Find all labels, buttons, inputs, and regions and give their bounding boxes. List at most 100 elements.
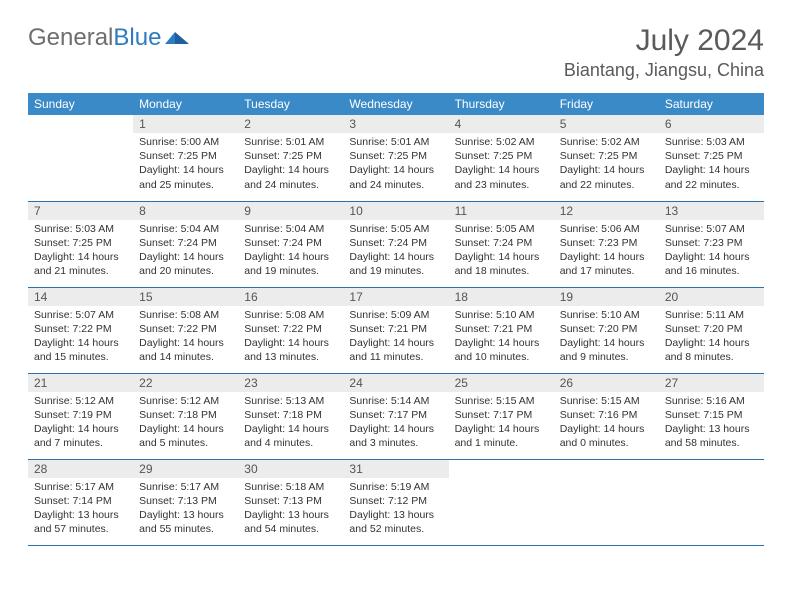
sunrise-line: Sunrise: 5:04 AM	[139, 222, 232, 236]
sunset-line: Sunset: 7:19 PM	[34, 408, 127, 422]
location: Biantang, Jiangsu, China	[564, 60, 764, 81]
daylight-line: Daylight: 14 hours and 16 minutes.	[665, 250, 758, 278]
sunrise-line: Sunrise: 5:05 AM	[455, 222, 548, 236]
calendar-row: 28Sunrise: 5:17 AMSunset: 7:14 PMDayligh…	[28, 459, 764, 545]
page-header: GeneralBlue July 2024 Biantang, Jiangsu,…	[28, 24, 764, 81]
day-details: Sunrise: 5:11 AMSunset: 7:20 PMDaylight:…	[659, 306, 764, 369]
daylight-line: Daylight: 14 hours and 24 minutes.	[244, 163, 337, 191]
sunset-line: Sunset: 7:25 PM	[455, 149, 548, 163]
day-details: Sunrise: 5:17 AMSunset: 7:14 PMDaylight:…	[28, 478, 133, 541]
sunrise-line: Sunrise: 5:17 AM	[34, 480, 127, 494]
day-number: 2	[238, 115, 343, 133]
weekday-header: Thursday	[449, 93, 554, 115]
sunset-line: Sunset: 7:23 PM	[665, 236, 758, 250]
sunset-line: Sunset: 7:15 PM	[665, 408, 758, 422]
sunset-line: Sunset: 7:24 PM	[349, 236, 442, 250]
month-title: July 2024	[564, 24, 764, 58]
sunrise-line: Sunrise: 5:01 AM	[244, 135, 337, 149]
calendar-cell-empty	[554, 459, 659, 545]
weekday-header: Saturday	[659, 93, 764, 115]
sunset-line: Sunset: 7:25 PM	[665, 149, 758, 163]
calendar-cell: 22Sunrise: 5:12 AMSunset: 7:18 PMDayligh…	[133, 373, 238, 459]
day-details: Sunrise: 5:04 AMSunset: 7:24 PMDaylight:…	[133, 220, 238, 283]
day-number: 20	[659, 288, 764, 306]
sunrise-line: Sunrise: 5:00 AM	[139, 135, 232, 149]
day-number: 17	[343, 288, 448, 306]
day-details: Sunrise: 5:02 AMSunset: 7:25 PMDaylight:…	[449, 133, 554, 196]
day-details: Sunrise: 5:16 AMSunset: 7:15 PMDaylight:…	[659, 392, 764, 455]
daylight-line: Daylight: 14 hours and 9 minutes.	[560, 336, 653, 364]
logo-mark-icon	[165, 26, 191, 51]
day-number: 30	[238, 460, 343, 478]
weekday-header: Monday	[133, 93, 238, 115]
sunset-line: Sunset: 7:13 PM	[139, 494, 232, 508]
daylight-line: Daylight: 13 hours and 54 minutes.	[244, 508, 337, 536]
calendar-cell: 5Sunrise: 5:02 AMSunset: 7:25 PMDaylight…	[554, 115, 659, 201]
daylight-line: Daylight: 14 hours and 22 minutes.	[665, 163, 758, 191]
day-details: Sunrise: 5:17 AMSunset: 7:13 PMDaylight:…	[133, 478, 238, 541]
calendar-head: SundayMondayTuesdayWednesdayThursdayFrid…	[28, 93, 764, 115]
calendar-cell: 15Sunrise: 5:08 AMSunset: 7:22 PMDayligh…	[133, 287, 238, 373]
day-details: Sunrise: 5:04 AMSunset: 7:24 PMDaylight:…	[238, 220, 343, 283]
sunset-line: Sunset: 7:25 PM	[560, 149, 653, 163]
daylight-line: Daylight: 13 hours and 57 minutes.	[34, 508, 127, 536]
calendar-row: 1Sunrise: 5:00 AMSunset: 7:25 PMDaylight…	[28, 115, 764, 201]
day-number: 11	[449, 202, 554, 220]
daylight-line: Daylight: 13 hours and 55 minutes.	[139, 508, 232, 536]
day-details: Sunrise: 5:00 AMSunset: 7:25 PMDaylight:…	[133, 133, 238, 196]
sunset-line: Sunset: 7:17 PM	[455, 408, 548, 422]
day-details: Sunrise: 5:19 AMSunset: 7:12 PMDaylight:…	[343, 478, 448, 541]
calendar-cell: 20Sunrise: 5:11 AMSunset: 7:20 PMDayligh…	[659, 287, 764, 373]
sunrise-line: Sunrise: 5:17 AM	[139, 480, 232, 494]
day-number: 25	[449, 374, 554, 392]
sunrise-line: Sunrise: 5:05 AM	[349, 222, 442, 236]
calendar-cell-empty	[449, 459, 554, 545]
sunrise-line: Sunrise: 5:14 AM	[349, 394, 442, 408]
day-details: Sunrise: 5:07 AMSunset: 7:22 PMDaylight:…	[28, 306, 133, 369]
calendar-cell: 12Sunrise: 5:06 AMSunset: 7:23 PMDayligh…	[554, 201, 659, 287]
sunrise-line: Sunrise: 5:09 AM	[349, 308, 442, 322]
daylight-line: Daylight: 14 hours and 21 minutes.	[34, 250, 127, 278]
day-number: 12	[554, 202, 659, 220]
daylight-line: Daylight: 14 hours and 4 minutes.	[244, 422, 337, 450]
sunrise-line: Sunrise: 5:12 AM	[139, 394, 232, 408]
day-number: 18	[449, 288, 554, 306]
daylight-line: Daylight: 14 hours and 10 minutes.	[455, 336, 548, 364]
day-number: 7	[28, 202, 133, 220]
sunset-line: Sunset: 7:21 PM	[455, 322, 548, 336]
sunset-line: Sunset: 7:24 PM	[455, 236, 548, 250]
day-number: 26	[554, 374, 659, 392]
sunrise-line: Sunrise: 5:18 AM	[244, 480, 337, 494]
calendar-cell: 2Sunrise: 5:01 AMSunset: 7:25 PMDaylight…	[238, 115, 343, 201]
sunset-line: Sunset: 7:23 PM	[560, 236, 653, 250]
day-number: 8	[133, 202, 238, 220]
day-number: 24	[343, 374, 448, 392]
sunrise-line: Sunrise: 5:01 AM	[349, 135, 442, 149]
sunset-line: Sunset: 7:13 PM	[244, 494, 337, 508]
sunrise-line: Sunrise: 5:08 AM	[244, 308, 337, 322]
day-number: 9	[238, 202, 343, 220]
sunset-line: Sunset: 7:14 PM	[34, 494, 127, 508]
sunset-line: Sunset: 7:25 PM	[349, 149, 442, 163]
daylight-line: Daylight: 14 hours and 5 minutes.	[139, 422, 232, 450]
daylight-line: Daylight: 14 hours and 14 minutes.	[139, 336, 232, 364]
calendar-cell: 3Sunrise: 5:01 AMSunset: 7:25 PMDaylight…	[343, 115, 448, 201]
day-details: Sunrise: 5:06 AMSunset: 7:23 PMDaylight:…	[554, 220, 659, 283]
day-details: Sunrise: 5:08 AMSunset: 7:22 PMDaylight:…	[238, 306, 343, 369]
daylight-line: Daylight: 14 hours and 11 minutes.	[349, 336, 442, 364]
daylight-line: Daylight: 13 hours and 52 minutes.	[349, 508, 442, 536]
sunset-line: Sunset: 7:20 PM	[560, 322, 653, 336]
sunrise-line: Sunrise: 5:10 AM	[560, 308, 653, 322]
calendar-body: 1Sunrise: 5:00 AMSunset: 7:25 PMDaylight…	[28, 115, 764, 545]
day-details: Sunrise: 5:10 AMSunset: 7:21 PMDaylight:…	[449, 306, 554, 369]
calendar-cell: 1Sunrise: 5:00 AMSunset: 7:25 PMDaylight…	[133, 115, 238, 201]
sunrise-line: Sunrise: 5:08 AM	[139, 308, 232, 322]
day-details: Sunrise: 5:07 AMSunset: 7:23 PMDaylight:…	[659, 220, 764, 283]
sunset-line: Sunset: 7:16 PM	[560, 408, 653, 422]
day-details: Sunrise: 5:10 AMSunset: 7:20 PMDaylight:…	[554, 306, 659, 369]
day-details: Sunrise: 5:03 AMSunset: 7:25 PMDaylight:…	[28, 220, 133, 283]
day-details: Sunrise: 5:02 AMSunset: 7:25 PMDaylight:…	[554, 133, 659, 196]
day-details: Sunrise: 5:12 AMSunset: 7:18 PMDaylight:…	[133, 392, 238, 455]
calendar-cell: 7Sunrise: 5:03 AMSunset: 7:25 PMDaylight…	[28, 201, 133, 287]
day-number: 28	[28, 460, 133, 478]
